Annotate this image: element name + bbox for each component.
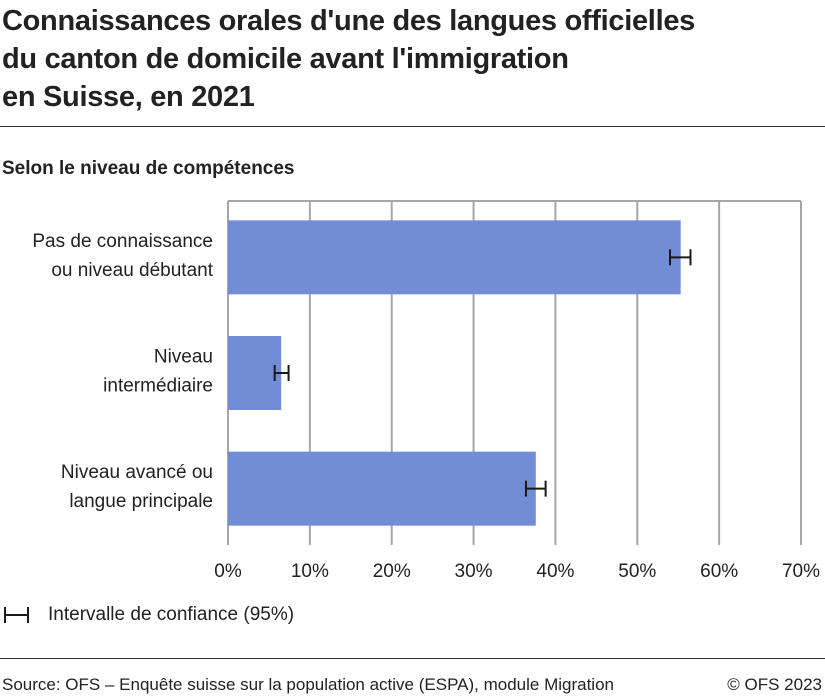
x-tick-label: 50% bbox=[618, 561, 656, 582]
chart-subtitle: Selon le niveau de compétences bbox=[2, 158, 295, 179]
legend-label: Intervalle de confiance (95%) bbox=[48, 604, 295, 625]
x-tick-label: 70% bbox=[782, 561, 820, 582]
copyright: © OFS 2023 bbox=[727, 675, 822, 694]
x-tick-label: 20% bbox=[373, 561, 411, 582]
title-divider bbox=[0, 126, 825, 127]
category-label: ou niveau débutant bbox=[51, 260, 213, 281]
category-label: intermédiaire bbox=[103, 376, 213, 397]
x-tick-label: 40% bbox=[536, 561, 574, 582]
category-label: Niveau avancé ou bbox=[61, 462, 213, 483]
title-line-3: en Suisse, en 2021 bbox=[2, 81, 255, 113]
category-label: Pas de connaissance bbox=[32, 231, 213, 252]
footer-divider bbox=[0, 658, 825, 659]
bar bbox=[228, 451, 536, 526]
title-line-2: du canton de domicile avant l'immigratio… bbox=[2, 43, 569, 75]
source-note: Source: OFS – Enquête suisse sur la popu… bbox=[2, 675, 614, 694]
legend: Intervalle de confiance (95%) bbox=[2, 604, 294, 626]
title-line-1: Connaissances orales d'une des langues o… bbox=[2, 5, 695, 37]
error-bar-icon bbox=[4, 607, 29, 623]
bar-chart: 0% 10% 20% 30% 40% 50% 60% 70% Pas de connaissan… bbox=[32, 200, 820, 582]
bar bbox=[228, 336, 282, 410]
category-label: langue principale bbox=[69, 491, 213, 512]
category-label: Niveau bbox=[154, 347, 213, 368]
x-tick-label: 0% bbox=[214, 561, 242, 582]
x-tick-label: 60% bbox=[700, 561, 738, 582]
chart-title: Connaissances orales d'une des langues o… bbox=[2, 2, 695, 116]
bar bbox=[228, 220, 681, 295]
x-tick-label: 30% bbox=[455, 561, 493, 582]
x-tick-label: 10% bbox=[291, 561, 329, 582]
